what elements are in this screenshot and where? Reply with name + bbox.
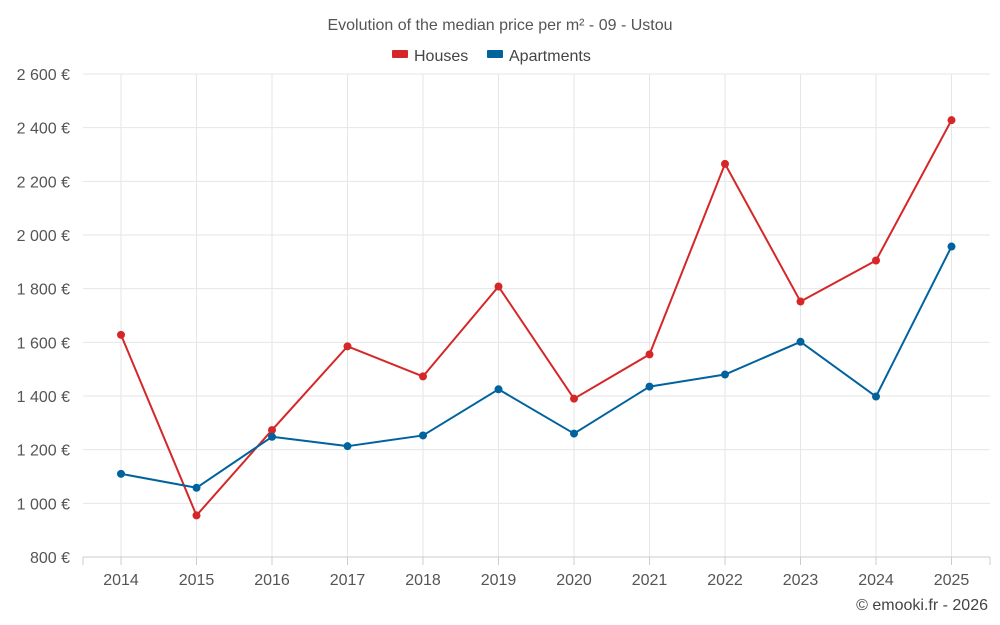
x-tick-label: 2023 (783, 572, 819, 589)
x-tick-label: 2016 (254, 572, 290, 589)
data-point-houses[interactable] (343, 342, 352, 351)
data-point-houses[interactable] (872, 256, 880, 265)
x-tick-label: 2020 (556, 572, 592, 589)
x-tick-label: 2024 (858, 572, 894, 589)
x-tick-label: 2018 (405, 572, 441, 589)
x-tick-label: 2022 (707, 572, 743, 589)
axes (82, 556, 991, 565)
series-line-houses (120, 119, 953, 517)
data-point-houses[interactable] (721, 159, 729, 168)
data-point-apartments[interactable] (343, 442, 352, 451)
data-point-houses[interactable] (268, 426, 276, 435)
series-line-apartments (120, 246, 953, 489)
series-lines (117, 116, 956, 520)
x-tick-label: 2019 (481, 572, 517, 589)
data-point-apartments[interactable] (494, 385, 503, 394)
legend-swatch-apartments (487, 50, 503, 58)
data-point-houses[interactable] (494, 282, 503, 291)
data-point-apartments[interactable] (796, 337, 805, 346)
x-tick-label: 2017 (330, 572, 366, 589)
data-point-apartments[interactable] (268, 432, 276, 441)
y-tick-label: 2 400 € (17, 121, 70, 138)
x-tick-label: 2014 (103, 572, 139, 589)
data-point-houses[interactable] (117, 330, 125, 339)
data-point-apartments[interactable] (872, 392, 880, 401)
data-point-apartments[interactable] (570, 429, 578, 438)
y-tick-label: 1 400 € (17, 389, 70, 406)
y-tick-label: 2 200 € (17, 174, 70, 191)
data-point-apartments[interactable] (645, 382, 654, 391)
y-tick-label: 1 200 € (17, 443, 70, 460)
x-tick-label: 2015 (179, 572, 215, 589)
data-point-apartments[interactable] (947, 242, 956, 251)
legend-label-apartments: Apartments (509, 48, 591, 65)
tick-labels: 800 € 1 000 € 1 200 € 1 400 € 1 600 € 1 800 €… (17, 67, 970, 589)
data-point-apartments[interactable] (192, 483, 201, 492)
data-point-houses[interactable] (192, 511, 201, 520)
legend-item-houses[interactable]: Houses (392, 48, 468, 65)
legend: Houses Apartments (392, 48, 591, 65)
data-point-houses[interactable] (645, 350, 654, 359)
y-tick-label: 800 € (30, 550, 70, 567)
legend-item-apartments[interactable]: Apartments (487, 48, 591, 65)
y-tick-label: 2 000 € (17, 228, 70, 245)
x-tick-label: 2025 (934, 572, 970, 589)
x-tick-label: 2021 (632, 572, 668, 589)
y-tick-label: 1 600 € (17, 335, 70, 352)
grid (83, 73, 990, 557)
data-point-houses[interactable] (419, 372, 427, 381)
legend-swatch-houses (392, 50, 408, 58)
data-point-apartments[interactable] (721, 370, 729, 379)
chart-title: Evolution of the median price per m² - 0… (327, 17, 672, 34)
y-tick-label: 2 600 € (17, 67, 70, 84)
data-point-houses[interactable] (796, 297, 805, 306)
data-point-apartments[interactable] (117, 469, 125, 478)
legend-label-houses: Houses (414, 48, 468, 65)
data-point-houses[interactable] (570, 394, 578, 403)
credit-text[interactable]: © emooki.fr - 2026 (856, 597, 988, 614)
y-tick-label: 1 800 € (17, 282, 70, 299)
data-point-houses[interactable] (947, 116, 956, 125)
data-point-apartments[interactable] (419, 431, 427, 440)
y-tick-label: 1 000 € (17, 496, 70, 513)
